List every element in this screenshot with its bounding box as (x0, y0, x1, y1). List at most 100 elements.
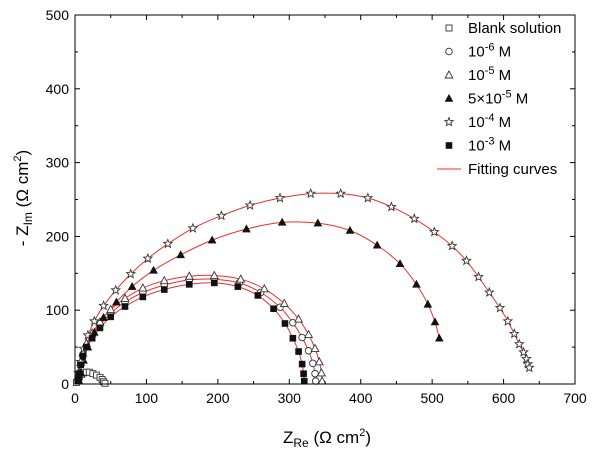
legend-label: Blank solution (468, 20, 561, 37)
y-tick-label: 100 (46, 302, 70, 318)
data-point (386, 201, 397, 212)
data-point (112, 297, 121, 306)
data-point (125, 268, 137, 279)
data-point (234, 283, 242, 290)
legend-label: 10-6 M (468, 42, 511, 61)
data-point (295, 348, 302, 355)
data-point (77, 361, 85, 369)
data-point (305, 187, 317, 199)
legend-marker (443, 116, 455, 127)
legend-label: 10-5 M (468, 65, 511, 84)
x-tick-label: 400 (349, 390, 373, 406)
data-point (176, 250, 186, 259)
data-point (75, 377, 82, 384)
data-point (300, 370, 307, 377)
fit-curve-series-1 (78, 278, 317, 382)
data-point (294, 314, 304, 323)
y-tick-label: 200 (46, 228, 70, 244)
data-point (98, 300, 109, 311)
data-point (494, 302, 506, 313)
data-point (244, 199, 256, 210)
data-point (335, 187, 347, 199)
data-point (138, 283, 148, 292)
legend-label: 5×10-5 M (468, 89, 528, 108)
series-2-points (74, 270, 327, 385)
data-point (270, 305, 277, 313)
x-tick-label: 300 (278, 390, 302, 406)
data-point (289, 334, 297, 342)
data-point (314, 356, 324, 366)
data-point (311, 377, 320, 385)
legend-item: 5×10-5 M (444, 89, 528, 108)
series-5-points (75, 279, 308, 385)
y-axis-title: - ZIm (Ω cm2) (12, 150, 35, 246)
legend-marker (444, 93, 454, 102)
data-point (162, 238, 174, 249)
x-tick-label: 200 (206, 390, 230, 406)
data-point (289, 318, 297, 327)
data-point (187, 222, 199, 233)
legend-item: 10-3 M (445, 136, 511, 155)
data-point (210, 279, 218, 287)
data-point (259, 283, 269, 293)
data-point (309, 359, 317, 368)
x-axis-title: ZRe (Ω cm2) (283, 427, 371, 450)
data-point (423, 299, 433, 308)
data-point (99, 312, 108, 321)
data-point (304, 329, 314, 339)
data-point (106, 304, 116, 313)
data-point (274, 192, 286, 203)
data-point (362, 192, 374, 203)
data-point (412, 279, 421, 288)
data-point (316, 367, 326, 377)
data-point (75, 370, 83, 377)
data-point (159, 275, 169, 285)
legend-item: 10-4 M (443, 112, 511, 131)
legend-marker (445, 47, 453, 56)
data-point (502, 315, 514, 326)
axis-ticks: 0 100 200 300 400 500 600 700 0 100 200 300 400 500 (46, 7, 587, 406)
data-point (300, 377, 308, 385)
x-tick-label: 100 (135, 390, 159, 406)
data-point (395, 259, 405, 268)
data-point (79, 352, 87, 360)
data-point (310, 343, 320, 353)
x-tick-label: 0 (71, 390, 79, 406)
data-point (107, 313, 115, 321)
legend-marker (445, 142, 453, 149)
legend-item: 10-5 M (444, 65, 511, 84)
data-point (277, 217, 287, 226)
data-point (313, 218, 323, 227)
fit-curve-series-5 (78, 282, 305, 382)
fit-curve-series-4 (78, 192, 530, 373)
data-point (83, 343, 90, 351)
legend-marker (445, 24, 453, 32)
data-point (139, 293, 147, 301)
data-point (110, 284, 122, 295)
data-point (473, 271, 484, 282)
data-point (521, 353, 532, 364)
legend-item: 10-6 M (445, 42, 511, 61)
legend-item: Fitting curves (437, 161, 557, 178)
data-point (508, 328, 520, 339)
data-point (120, 293, 130, 302)
data-point (88, 315, 100, 326)
data-point (254, 292, 262, 299)
data-point (149, 265, 158, 274)
data-point (345, 225, 355, 234)
series-4-points (73, 187, 535, 378)
data-point (88, 334, 96, 342)
legend-label: 10-3 M (468, 136, 511, 155)
data-point (483, 286, 495, 298)
data-point (446, 240, 458, 251)
data-point (298, 360, 306, 368)
legend-label: Fitting curves (468, 161, 557, 178)
y-tick-label: 500 (46, 7, 70, 23)
data-point (428, 226, 440, 237)
x-tick-label: 500 (420, 390, 444, 406)
data-point (281, 320, 289, 327)
data-point (121, 303, 129, 310)
data-point (160, 286, 168, 293)
data-point (372, 240, 382, 249)
